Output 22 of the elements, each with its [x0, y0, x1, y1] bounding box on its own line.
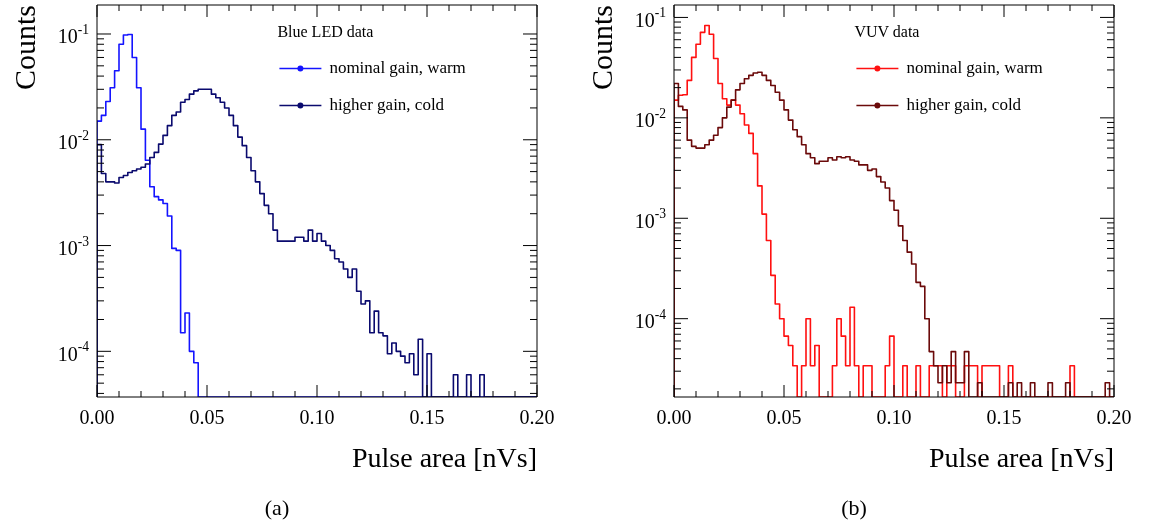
x-tick-label: 0.20 — [1096, 406, 1132, 429]
x-tick-label: 0.00 — [79, 406, 115, 429]
x-tick-label: 0.05 — [766, 406, 802, 429]
x-tick-label: 0.10 — [299, 406, 335, 429]
legend-label: nominal gain, warm — [906, 57, 1043, 77]
text: (b) — [841, 494, 867, 520]
x-tick-label: 0.00 — [656, 406, 692, 429]
x-tick-label: 0.10 — [876, 406, 912, 429]
x-tick-label: 0.15 — [409, 406, 445, 429]
text: (a) — [264, 494, 290, 520]
legend-label: nominal gain, warm — [329, 57, 466, 77]
y-axis-title: Counts — [7, 4, 41, 91]
x-tick-label: 0.20 — [519, 406, 555, 429]
legend-label: higher gain, cold — [906, 94, 1022, 114]
x-axis-title: Pulse area [nVs] — [351, 442, 538, 474]
y-axis-title: Counts — [584, 4, 618, 91]
legend-label: higher gain, cold — [329, 94, 445, 114]
legend-title: Blue LED data — [277, 22, 374, 40]
legend-title: VUV data — [854, 22, 920, 40]
x-tick-label: 0.05 — [189, 406, 225, 429]
x-tick-label: 0.15 — [986, 406, 1022, 429]
x-axis-title: Pulse area [nVs] — [928, 442, 1115, 474]
